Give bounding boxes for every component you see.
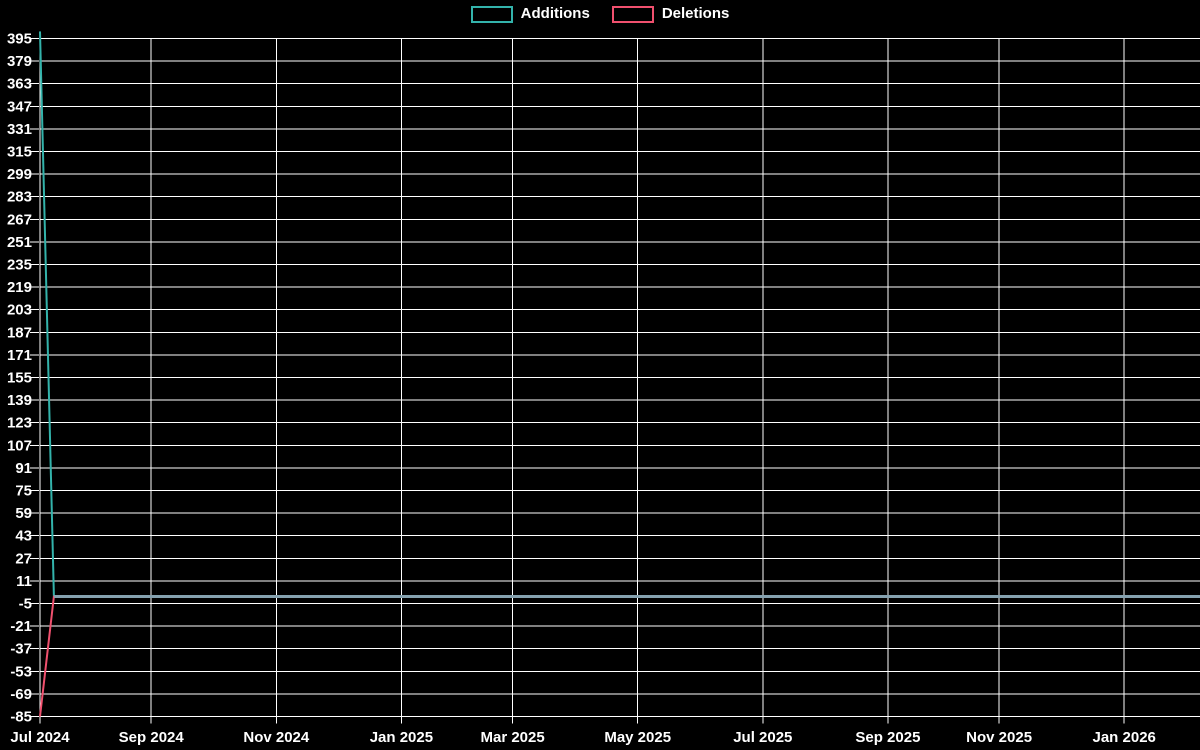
x-tick-label: Nov 2024 bbox=[243, 729, 310, 746]
y-tick-label: 315 bbox=[7, 144, 32, 161]
legend-item-deletions[interactable]: Deletions bbox=[611, 5, 730, 23]
y-tick-label: -21 bbox=[10, 618, 32, 635]
y-tick-label: 267 bbox=[7, 211, 32, 228]
y-tick-label: 331 bbox=[7, 121, 32, 138]
y-tick-label: -85 bbox=[10, 709, 32, 726]
x-tick-label: Jan 2025 bbox=[370, 729, 433, 746]
x-tick-label: Jan 2026 bbox=[1093, 729, 1156, 746]
additions-swatch bbox=[470, 5, 513, 23]
y-tick-label: 187 bbox=[7, 324, 32, 341]
y-tick-label: 283 bbox=[7, 189, 32, 206]
y-tick-label: 123 bbox=[7, 415, 32, 432]
y-tick-label: 347 bbox=[7, 98, 32, 115]
y-tick-label: 91 bbox=[15, 460, 32, 477]
y-tick-label: 395 bbox=[7, 31, 32, 48]
x-tick-label: May 2025 bbox=[604, 729, 671, 746]
y-tick-label: -69 bbox=[10, 686, 32, 703]
y-tick-label: 251 bbox=[7, 234, 32, 251]
y-tick-label: 43 bbox=[15, 528, 32, 545]
additions-line bbox=[39, 31, 1200, 598]
x-tick-label: Sep 2025 bbox=[855, 729, 920, 746]
y-tick-labels: 395 379 363 347 331 315 299 283 267 251 235 219 203 1… bbox=[7, 31, 32, 726]
x-gridlines bbox=[39, 38, 1125, 717]
y-tick-label: -37 bbox=[10, 641, 32, 658]
deletions-legend-label: Deletions bbox=[661, 5, 730, 22]
y-tick-label: 75 bbox=[15, 483, 32, 500]
x-tick-label: Sep 2024 bbox=[119, 729, 185, 746]
y-tick-label: 59 bbox=[15, 505, 32, 522]
y-tick-label: 203 bbox=[7, 302, 32, 319]
x-tick-label: Nov 2025 bbox=[966, 729, 1032, 746]
additions-legend-label: Additions bbox=[520, 5, 590, 22]
y-gridlines bbox=[40, 38, 1200, 717]
y-tick-label: 171 bbox=[7, 347, 32, 364]
x-tick-marks bbox=[39, 716, 1125, 724]
y-tick-label: 155 bbox=[7, 370, 32, 387]
y-tick-label: 299 bbox=[7, 166, 32, 183]
legend: Additions Deletions bbox=[0, 5, 1200, 23]
x-tick-label: Jul 2025 bbox=[733, 729, 792, 746]
y-tick-label: 107 bbox=[7, 437, 32, 454]
y-tick-label: -53 bbox=[10, 663, 32, 680]
x-tick-labels: Jul 2024 Sep 2024 Nov 2024 Jan 2025 Mar 2025… bbox=[10, 729, 1156, 746]
y-tick-label: 363 bbox=[7, 76, 32, 93]
y-tick-label: 379 bbox=[7, 53, 32, 70]
y-tick-label: 27 bbox=[15, 550, 32, 567]
y-tick-label: 235 bbox=[7, 257, 32, 274]
y-tick-label: 219 bbox=[7, 279, 32, 296]
y-tick-label: 139 bbox=[7, 392, 32, 409]
y-tick-label: -5 bbox=[19, 596, 32, 613]
y-tick-label: 11 bbox=[16, 573, 32, 590]
x-tick-label: Jul 2024 bbox=[10, 729, 70, 746]
deletions-swatch bbox=[611, 5, 654, 23]
x-tick-label: Mar 2025 bbox=[480, 729, 544, 746]
series-lines bbox=[39, 31, 1200, 717]
deletions-line bbox=[39, 595, 1200, 717]
legend-item-additions[interactable]: Additions bbox=[470, 5, 590, 23]
y-tick-marks bbox=[30, 38, 39, 717]
